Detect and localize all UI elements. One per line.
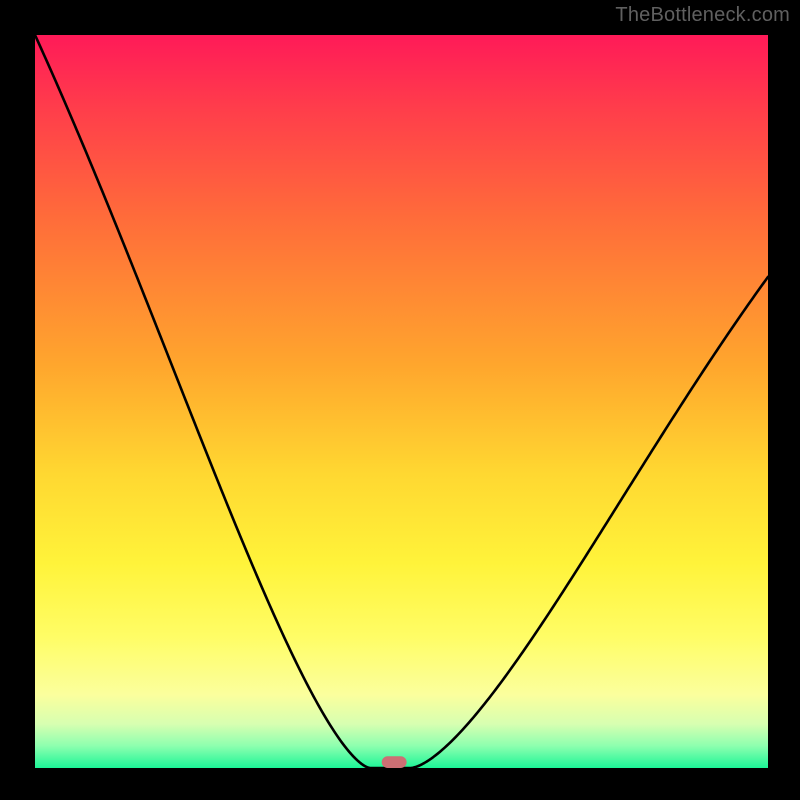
plot-area bbox=[35, 35, 768, 768]
bottleneck-curve-chart bbox=[0, 0, 800, 800]
watermark-text: TheBottleneck.com bbox=[615, 4, 790, 27]
optimal-point-marker bbox=[382, 756, 407, 768]
chart-container: TheBottleneck.com bbox=[0, 0, 800, 800]
